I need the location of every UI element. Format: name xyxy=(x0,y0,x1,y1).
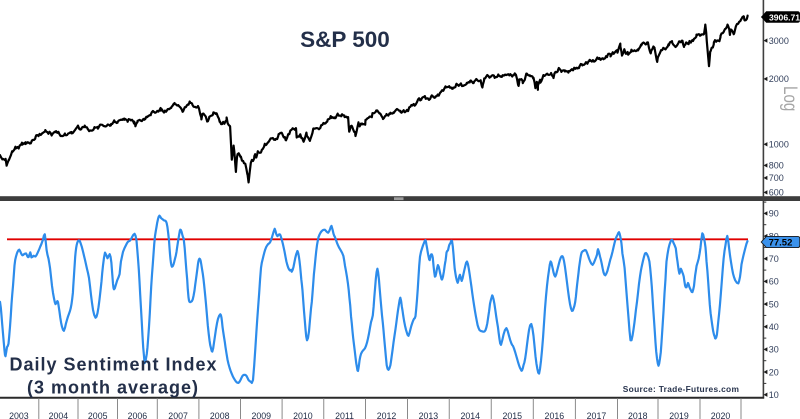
svg-text:2015: 2015 xyxy=(503,411,523,419)
svg-text:2004: 2004 xyxy=(49,411,69,419)
svg-text:S&P 500: S&P 500 xyxy=(300,27,390,52)
svg-text:90: 90 xyxy=(769,209,779,219)
svg-text:77.52: 77.52 xyxy=(769,237,793,248)
svg-text:3906.71: 3906.71 xyxy=(769,12,800,22)
svg-text:800: 800 xyxy=(769,161,784,171)
svg-text:600: 600 xyxy=(769,188,784,198)
svg-text:70: 70 xyxy=(769,254,779,264)
svg-text:3000: 3000 xyxy=(769,36,789,46)
svg-text:1000: 1000 xyxy=(769,140,789,150)
svg-text:Daily Sentiment Index: Daily Sentiment Index xyxy=(9,355,217,375)
svg-text:2007: 2007 xyxy=(168,411,188,419)
svg-text:2010: 2010 xyxy=(293,411,313,419)
svg-text:Log: Log xyxy=(780,86,800,111)
svg-text:(3 month average): (3 month average) xyxy=(27,378,199,398)
svg-text:Source: Trade-Futures.com: Source: Trade-Futures.com xyxy=(623,384,739,394)
svg-text:2013: 2013 xyxy=(419,411,439,419)
svg-text:2018: 2018 xyxy=(628,411,648,419)
svg-text:700: 700 xyxy=(769,173,784,183)
svg-text:2012: 2012 xyxy=(377,411,397,419)
svg-text:2020: 2020 xyxy=(711,411,731,419)
svg-text:2000: 2000 xyxy=(769,74,789,84)
svg-text:2011: 2011 xyxy=(335,411,354,419)
svg-text:2019: 2019 xyxy=(669,411,689,419)
svg-text:2017: 2017 xyxy=(587,411,607,419)
svg-text:10: 10 xyxy=(769,390,779,400)
svg-text:50: 50 xyxy=(769,299,779,309)
svg-text:60: 60 xyxy=(769,277,779,287)
svg-text:2008: 2008 xyxy=(210,411,230,419)
svg-text:2005: 2005 xyxy=(88,411,108,419)
svg-text:40: 40 xyxy=(769,322,779,332)
svg-text:2006: 2006 xyxy=(128,411,148,419)
svg-text:2014: 2014 xyxy=(460,411,480,419)
svg-text:2003: 2003 xyxy=(9,411,29,419)
svg-text:2016: 2016 xyxy=(545,411,565,419)
svg-text:30: 30 xyxy=(769,345,779,355)
svg-text:20: 20 xyxy=(769,367,779,377)
svg-text:2009: 2009 xyxy=(252,411,272,419)
